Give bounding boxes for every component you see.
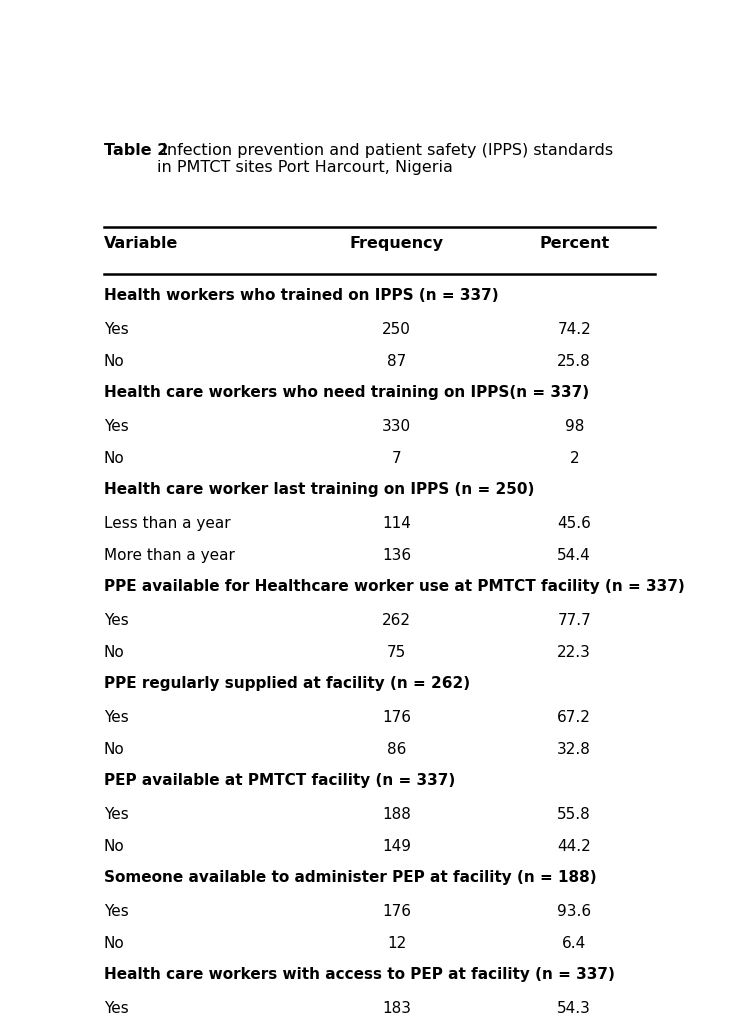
Text: 250: 250 — [382, 323, 411, 337]
Text: 22.3: 22.3 — [557, 645, 591, 659]
Text: 32.8: 32.8 — [557, 741, 591, 757]
Text: Someone available to administer PEP at facility (n = 188): Someone available to administer PEP at f… — [104, 870, 596, 886]
Text: 188: 188 — [382, 807, 411, 822]
Text: Yes: Yes — [104, 904, 129, 920]
Text: 77.7: 77.7 — [557, 613, 591, 629]
Text: 136: 136 — [382, 548, 411, 563]
Text: Yes: Yes — [104, 711, 129, 725]
Text: 93.6: 93.6 — [557, 904, 591, 920]
Text: No: No — [104, 354, 125, 369]
Text: 183: 183 — [382, 1001, 411, 1016]
Text: 44.2: 44.2 — [557, 839, 591, 854]
Text: Table 2: Table 2 — [104, 142, 168, 158]
Text: 67.2: 67.2 — [557, 711, 591, 725]
Text: PEP available at PMTCT facility (n = 337): PEP available at PMTCT facility (n = 337… — [104, 773, 455, 788]
Text: 7: 7 — [391, 451, 401, 466]
Text: Yes: Yes — [104, 613, 129, 629]
Text: 45.6: 45.6 — [557, 516, 591, 531]
Text: 330: 330 — [382, 420, 411, 434]
Text: 86: 86 — [387, 741, 406, 757]
Text: More than a year: More than a year — [104, 548, 235, 563]
Text: 54.4: 54.4 — [557, 548, 591, 563]
Text: PPE available for Healthcare worker use at PMTCT facility (n = 337): PPE available for Healthcare worker use … — [104, 580, 684, 594]
Text: Yes: Yes — [104, 420, 129, 434]
Text: Frequency: Frequency — [349, 237, 443, 252]
Text: 54.3: 54.3 — [557, 1001, 591, 1016]
Text: 55.8: 55.8 — [557, 807, 591, 822]
Text: No: No — [104, 645, 125, 659]
Text: 6.4: 6.4 — [562, 936, 586, 951]
Text: No: No — [104, 741, 125, 757]
Text: PPE regularly supplied at facility (n = 262): PPE regularly supplied at facility (n = … — [104, 677, 470, 691]
Text: Infection prevention and patient safety (IPPS) standards
in PMTCT sites Port Har: Infection prevention and patient safety … — [157, 142, 613, 175]
Text: Yes: Yes — [104, 1001, 129, 1016]
Text: 12: 12 — [387, 936, 406, 951]
Text: Yes: Yes — [104, 807, 129, 822]
Text: 98: 98 — [565, 420, 584, 434]
Text: 176: 176 — [382, 711, 411, 725]
Text: No: No — [104, 839, 125, 854]
Text: 114: 114 — [382, 516, 411, 531]
Text: Less than a year: Less than a year — [104, 516, 231, 531]
Text: 25.8: 25.8 — [557, 354, 591, 369]
Text: 262: 262 — [382, 613, 411, 629]
Text: 74.2: 74.2 — [557, 323, 591, 337]
Text: Yes: Yes — [104, 323, 129, 337]
Text: 2: 2 — [569, 451, 579, 466]
Text: No: No — [104, 936, 125, 951]
Text: Health workers who trained on IPPS (n = 337): Health workers who trained on IPPS (n = … — [104, 289, 499, 303]
Text: Health care workers who need training on IPPS(n = 337): Health care workers who need training on… — [104, 385, 589, 400]
Text: 176: 176 — [382, 904, 411, 920]
Text: 75: 75 — [387, 645, 406, 659]
Text: Health care worker last training on IPPS (n = 250): Health care worker last training on IPPS… — [104, 482, 534, 498]
Text: Percent: Percent — [539, 237, 609, 252]
Text: Variable: Variable — [104, 237, 178, 252]
Text: No: No — [104, 451, 125, 466]
Text: 87: 87 — [387, 354, 406, 369]
Text: Health care workers with access to PEP at facility (n = 337): Health care workers with access to PEP a… — [104, 968, 615, 982]
Text: 149: 149 — [382, 839, 411, 854]
